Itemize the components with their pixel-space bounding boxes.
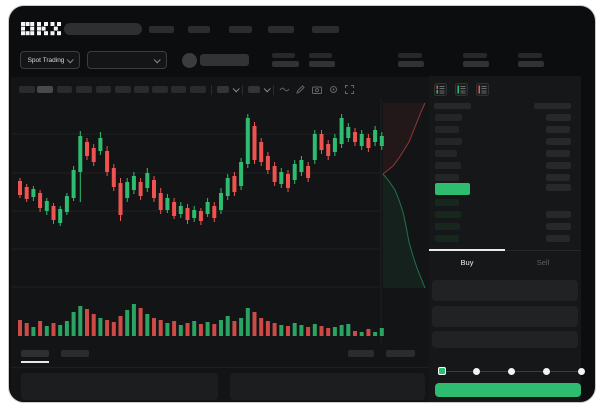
ticker-stat-value — [518, 61, 544, 67]
order-book-price-bar[interactable] — [435, 211, 461, 218]
bottom-tab-active[interactable] — [21, 350, 49, 357]
order-book-col-header-amount — [534, 103, 571, 109]
order-book-price-bar[interactable] — [435, 162, 461, 169]
timeframe-button[interactable] — [134, 86, 149, 93]
ticker-stat-label — [398, 53, 422, 58]
book-bids-icon[interactable] — [455, 83, 468, 96]
tab-sell[interactable]: Sell — [536, 258, 550, 267]
nav-item[interactable] — [149, 26, 174, 33]
ticker-stat-label — [518, 53, 542, 58]
slider-handle[interactable] — [438, 367, 446, 375]
search-input[interactable] — [64, 23, 142, 35]
ticker-stat-label — [309, 53, 332, 58]
interval-dropdown[interactable] — [248, 86, 260, 93]
ticker-stat-value — [463, 61, 489, 67]
bottom-panel — [230, 373, 425, 400]
order-book-price-bar[interactable] — [435, 114, 462, 121]
slider-stop[interactable] — [473, 368, 480, 375]
coin-avatar — [182, 53, 197, 68]
chevron-down-icon — [67, 55, 75, 63]
timeframe-button[interactable] — [115, 86, 131, 93]
order-book-amount-bar[interactable] — [546, 150, 570, 157]
order-book-price-bar[interactable] — [435, 150, 457, 157]
order-book-price-bar[interactable] — [435, 235, 459, 242]
book-combined-icon[interactable] — [434, 83, 447, 96]
ticker-stat-value — [398, 61, 424, 67]
timeframe-button[interactable] — [96, 86, 111, 93]
order-book-price-bar[interactable] — [435, 199, 459, 206]
timeframe-button[interactable] — [19, 86, 35, 93]
order-book-amount-bar[interactable] — [546, 114, 571, 121]
nav-item[interactable] — [268, 26, 294, 33]
chart-panel — [11, 77, 433, 402]
buy-button[interactable] — [435, 383, 581, 397]
order-book-price-bar[interactable] — [435, 174, 459, 181]
timeframe-button[interactable] — [57, 86, 72, 93]
timeframe-button[interactable] — [76, 86, 92, 93]
timeframe-button[interactable] — [152, 86, 168, 93]
draw-icon[interactable] — [296, 85, 305, 94]
ticker-stat-label — [272, 53, 295, 58]
timeframe-button-active[interactable] — [37, 86, 53, 93]
nav-item[interactable] — [229, 26, 252, 33]
book-asks-icon[interactable] — [476, 83, 489, 96]
app-window: Spot Trading — [8, 5, 596, 403]
divider — [273, 85, 274, 95]
price-field[interactable] — [432, 280, 578, 301]
order-book-amount-bar[interactable] — [546, 184, 571, 191]
okx-logo — [21, 22, 61, 36]
divider — [11, 367, 433, 368]
nav-item[interactable] — [312, 26, 339, 33]
order-book-amount-bar[interactable] — [546, 138, 571, 145]
pair-selector-dropdown[interactable] — [87, 51, 167, 69]
bottom-action[interactable] — [348, 350, 374, 357]
spot-trading-dropdown[interactable]: Spot Trading — [20, 51, 80, 69]
bottom-panel — [21, 373, 218, 400]
slider-stop[interactable] — [578, 368, 585, 375]
order-book-amount-bar[interactable] — [546, 211, 571, 218]
bottom-tab[interactable] — [61, 350, 89, 357]
active-tab-underline — [21, 361, 49, 363]
bottom-action[interactable] — [386, 350, 415, 357]
order-book-price-bar[interactable] — [435, 126, 459, 133]
divider — [242, 85, 243, 95]
ticker-stat-label — [463, 53, 487, 58]
chevron-down-icon[interactable] — [263, 85, 271, 93]
timeframe-button[interactable] — [171, 86, 186, 93]
order-book-amount-bar[interactable] — [546, 174, 570, 181]
order-book-amount-bar[interactable] — [546, 126, 570, 133]
ticker-stat-value — [272, 61, 299, 67]
timeframe-button[interactable] — [190, 86, 206, 93]
ticker-stat-value — [309, 61, 335, 67]
tab-buy[interactable]: Buy — [460, 258, 474, 267]
nav-item[interactable] — [188, 26, 210, 33]
spot-trading-label: Spot Trading — [27, 56, 65, 64]
fullscreen-icon[interactable] — [345, 85, 354, 94]
price-chart[interactable] — [11, 98, 431, 344]
order-book-col-header-price — [434, 103, 471, 109]
order-book-amount-bar[interactable] — [546, 235, 570, 242]
order-book-price-bar[interactable] — [435, 138, 462, 145]
chevron-down-icon[interactable] — [232, 85, 240, 93]
pair-name-placeholder — [200, 54, 249, 66]
divider — [429, 250, 581, 251]
buy-tab-underline — [429, 249, 505, 251]
camera-icon[interactable] — [312, 85, 322, 94]
chevron-down-icon — [153, 55, 161, 63]
settings-gear-icon[interactable] — [329, 85, 338, 94]
order-book-price-bar[interactable] — [435, 223, 460, 230]
slider-stop[interactable] — [543, 368, 550, 375]
indicator-dropdown[interactable] — [217, 86, 229, 93]
slider-stop[interactable] — [508, 368, 515, 375]
order-book-amount-bar[interactable] — [546, 223, 571, 230]
last-price-badge[interactable] — [435, 183, 470, 195]
line-tool-icon[interactable] — [279, 85, 290, 94]
divider — [211, 85, 212, 95]
total-field[interactable] — [432, 331, 578, 348]
amount-field[interactable] — [432, 306, 578, 327]
order-book-amount-bar[interactable] — [546, 162, 571, 169]
